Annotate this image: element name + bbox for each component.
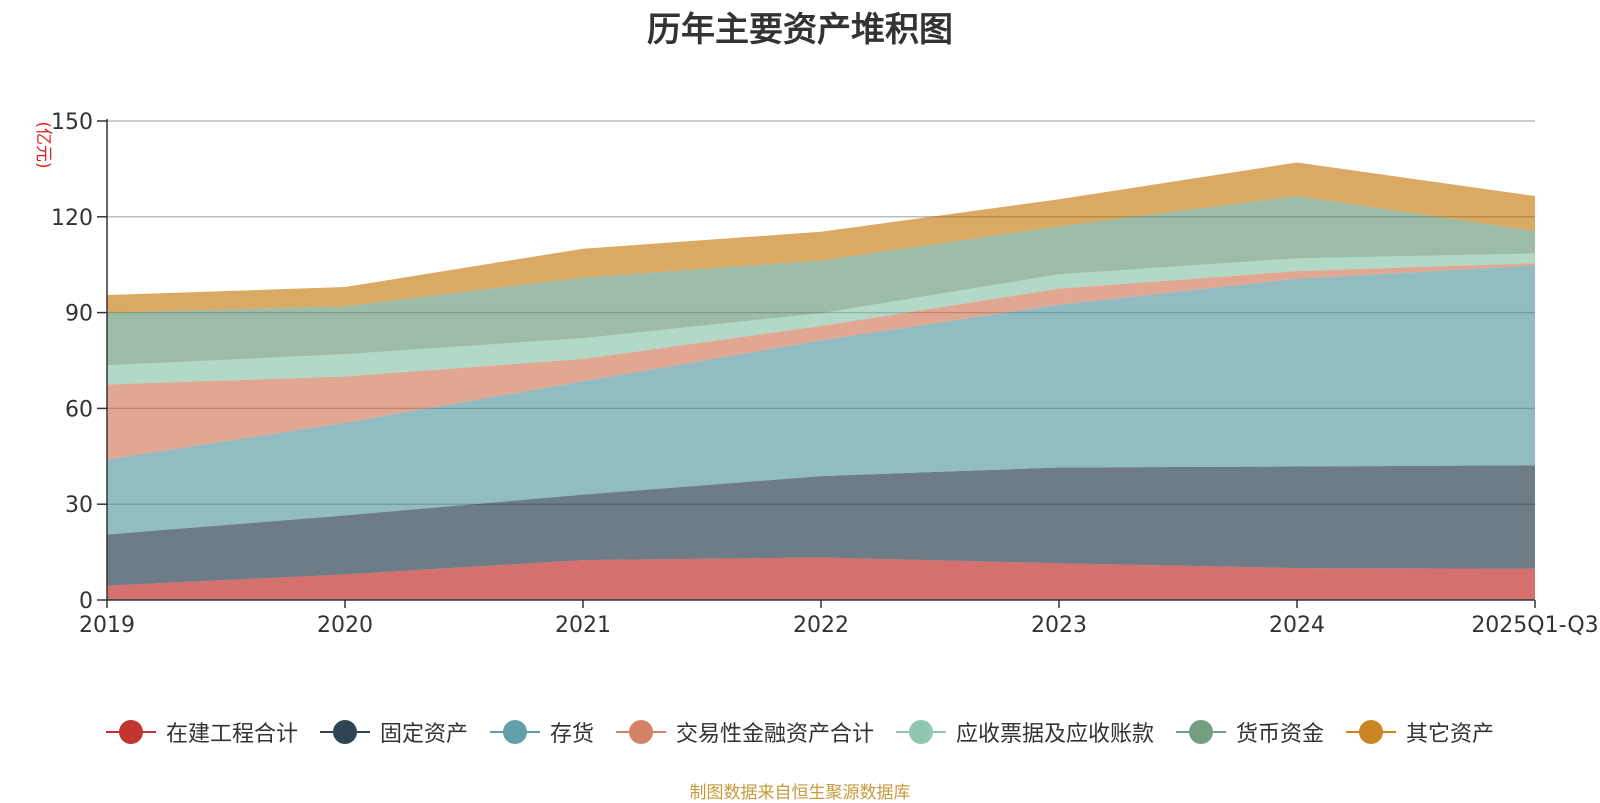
- legend-label: 货币资金: [1236, 722, 1325, 747]
- legend-label: 应收票据及应收账款: [956, 722, 1155, 747]
- legend-marker-icon: [319, 719, 370, 745]
- y-tick-label-30: 30: [65, 493, 93, 518]
- series-area-2: [107, 265, 1535, 535]
- chart-title: 历年主要资产堆积图: [647, 10, 953, 50]
- legend-item-6[interactable]: 其它资产: [1346, 716, 1494, 748]
- legend-label: 交易性金融资产合计: [675, 722, 874, 747]
- legend-item-2[interactable]: 存货: [489, 716, 594, 748]
- legend-label: 在建工程合计: [165, 722, 298, 747]
- x-tick-label-1: 2020: [317, 613, 373, 638]
- legend-item-1[interactable]: 固定资产: [319, 716, 468, 748]
- legend-label: 存货: [549, 722, 594, 747]
- source-note: 制图数据来自恒生聚源数据库: [689, 783, 911, 803]
- x-tick-label-4: 2023: [1031, 613, 1087, 638]
- y-tick-label-90: 90: [65, 302, 93, 327]
- x-tick-label-2: 2021: [555, 613, 611, 638]
- series-area-1: [107, 465, 1535, 586]
- legend-item-5[interactable]: 货币资金: [1176, 716, 1324, 748]
- y-tick-label-150: 150: [51, 110, 93, 135]
- x-tick-label-5: 2024: [1269, 613, 1325, 638]
- y-tick-label-0: 0: [79, 589, 93, 614]
- x-tick-label-6: 2025Q1-Q3: [1471, 613, 1598, 638]
- x-tick-label-0: 2019: [79, 613, 135, 638]
- legend-marker-icon: [1176, 719, 1227, 745]
- y-axis-unit-label: (亿元): [33, 121, 53, 168]
- legend-marker-icon: [615, 719, 666, 745]
- series-area-0: [107, 557, 1535, 600]
- legend-item-0[interactable]: 在建工程合计: [105, 716, 298, 748]
- legend-marker-icon: [1346, 719, 1397, 745]
- series-area-4: [107, 253, 1535, 385]
- legend-marker-icon: [489, 719, 540, 745]
- legend-marker-icon: [105, 719, 156, 745]
- legend: 在建工程合计 固定资产 存货 交易性金融资产合计 应收票据及应收账款 货币资金 其它资产: [0, 716, 1600, 748]
- legend-label: 固定资产: [379, 722, 468, 747]
- x-tick-label-3: 2022: [793, 613, 849, 638]
- series-area-6: [107, 162, 1535, 313]
- y-tick-label-120: 120: [51, 206, 93, 231]
- legend-item-4[interactable]: 应收票据及应收账款: [896, 716, 1154, 748]
- series-area-5: [107, 196, 1535, 366]
- y-tick-label-60: 60: [65, 397, 93, 422]
- legend-item-3[interactable]: 交易性金融资产合计: [615, 716, 874, 748]
- legend-marker-icon: [896, 719, 946, 745]
- legend-label: 其它资产: [1406, 722, 1495, 747]
